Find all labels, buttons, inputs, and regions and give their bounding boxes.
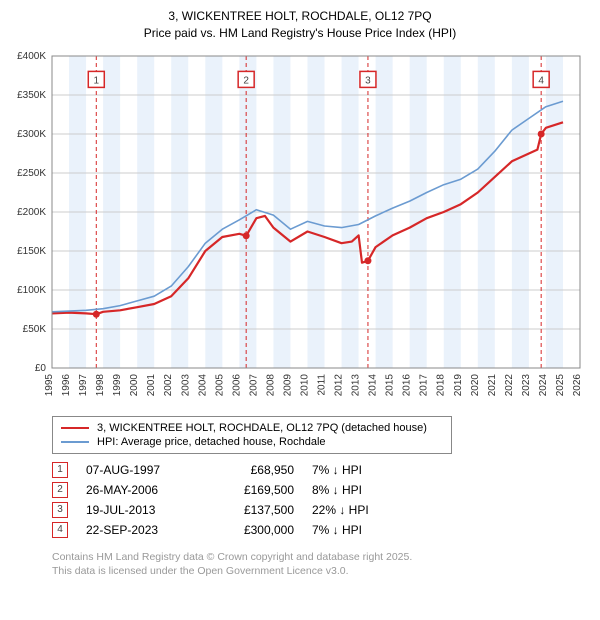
svg-text:2026: 2026 (572, 373, 583, 396)
transaction-row: 4 22-SEP-2023 £300,000 7% ↓ HPI (52, 520, 592, 540)
svg-text:2020: 2020 (470, 373, 481, 396)
svg-text:1995: 1995 (44, 373, 55, 396)
svg-text:2006: 2006 (231, 373, 242, 396)
svg-text:3: 3 (365, 75, 371, 86)
legend-swatch (61, 427, 89, 429)
svg-text:2012: 2012 (334, 373, 345, 396)
svg-text:2014: 2014 (368, 373, 379, 396)
svg-text:1996: 1996 (61, 373, 72, 396)
svg-text:2021: 2021 (487, 373, 498, 396)
svg-text:1998: 1998 (95, 373, 106, 396)
svg-text:1999: 1999 (112, 373, 123, 396)
svg-text:2005: 2005 (214, 373, 225, 396)
transaction-price: £300,000 (214, 523, 294, 537)
svg-text:2002: 2002 (163, 373, 174, 396)
svg-text:2013: 2013 (351, 373, 362, 396)
chart-svg: £0 £50K £100K £150K £200K £250K £300K £350K £400… (8, 48, 592, 408)
transaction-date: 22-SEP-2023 (86, 523, 196, 537)
svg-text:£300K: £300K (17, 129, 46, 140)
svg-text:2010: 2010 (299, 373, 310, 396)
transaction-marker: 3 (52, 502, 68, 518)
transaction-pct: 22% ↓ HPI (312, 503, 432, 517)
svg-text:2007: 2007 (248, 373, 259, 396)
legend-label: 3, WICKENTREE HOLT, ROCHDALE, OL12 7PQ (… (97, 422, 427, 434)
transaction-row: 1 07-AUG-1997 £68,950 7% ↓ HPI (52, 460, 592, 480)
svg-text:2003: 2003 (180, 373, 191, 396)
svg-text:1997: 1997 (78, 373, 89, 396)
svg-text:£400K: £400K (17, 51, 46, 62)
legend-item: 3, WICKENTREE HOLT, ROCHDALE, OL12 7PQ (… (61, 421, 443, 435)
transaction-price: £169,500 (214, 483, 294, 497)
transaction-row: 3 19-JUL-2013 £137,500 22% ↓ HPI (52, 500, 592, 520)
transaction-table: 1 07-AUG-1997 £68,950 7% ↓ HPI 2 26-MAY-2006 £… (52, 460, 592, 540)
legend: 3, WICKENTREE HOLT, ROCHDALE, OL12 7PQ (… (52, 416, 452, 454)
transaction-pct: 7% ↓ HPI (312, 523, 432, 537)
svg-text:2009: 2009 (282, 373, 293, 396)
footnote-line-1: Contains HM Land Registry data © Crown c… (52, 550, 592, 564)
transaction-date: 19-JUL-2013 (86, 503, 196, 517)
svg-text:2: 2 (243, 75, 249, 86)
svg-text:£100K: £100K (17, 285, 46, 296)
transaction-price: £68,950 (214, 463, 294, 477)
svg-text:4: 4 (538, 75, 544, 86)
svg-text:2011: 2011 (317, 373, 328, 395)
svg-text:£50K: £50K (23, 324, 47, 335)
svg-text:2001: 2001 (146, 373, 157, 396)
legend-item: HPI: Average price, detached house, Roch… (61, 435, 443, 449)
svg-text:2017: 2017 (419, 373, 430, 396)
svg-text:£200K: £200K (17, 207, 46, 218)
transaction-marker: 2 (52, 482, 68, 498)
price-chart: £0 £50K £100K £150K £200K £250K £300K £350K £400… (8, 48, 592, 408)
svg-text:2016: 2016 (402, 373, 413, 396)
transaction-price: £137,500 (214, 503, 294, 517)
svg-text:2022: 2022 (504, 373, 515, 396)
svg-text:£350K: £350K (17, 90, 46, 101)
chart-title: 3, WICKENTREE HOLT, ROCHDALE, OL12 7PQ P… (8, 8, 592, 42)
svg-text:2004: 2004 (197, 373, 208, 396)
svg-text:2000: 2000 (129, 373, 140, 396)
transaction-marker: 1 (52, 462, 68, 478)
transaction-marker: 4 (52, 522, 68, 538)
transaction-pct: 7% ↓ HPI (312, 463, 432, 477)
legend-swatch (61, 441, 89, 443)
svg-text:1: 1 (94, 75, 100, 86)
svg-text:2008: 2008 (265, 373, 276, 396)
footnote: Contains HM Land Registry data © Crown c… (52, 550, 592, 578)
footnote-line-2: This data is licensed under the Open Gov… (52, 564, 592, 578)
title-line-2: Price paid vs. HM Land Registry's House … (8, 25, 592, 42)
transaction-pct: 8% ↓ HPI (312, 483, 432, 497)
transaction-row: 2 26-MAY-2006 £169,500 8% ↓ HPI (52, 480, 592, 500)
transaction-date: 07-AUG-1997 (86, 463, 196, 477)
svg-text:2025: 2025 (555, 373, 566, 396)
svg-text:£150K: £150K (17, 246, 46, 257)
svg-text:2015: 2015 (385, 373, 396, 396)
svg-text:2019: 2019 (453, 373, 464, 396)
svg-text:2024: 2024 (538, 373, 549, 396)
svg-text:2018: 2018 (436, 373, 447, 396)
title-line-1: 3, WICKENTREE HOLT, ROCHDALE, OL12 7PQ (8, 8, 592, 25)
transaction-date: 26-MAY-2006 (86, 483, 196, 497)
svg-text:£0: £0 (35, 363, 47, 374)
legend-label: HPI: Average price, detached house, Roch… (97, 436, 326, 448)
svg-text:2023: 2023 (521, 373, 532, 396)
svg-text:£250K: £250K (17, 168, 46, 179)
